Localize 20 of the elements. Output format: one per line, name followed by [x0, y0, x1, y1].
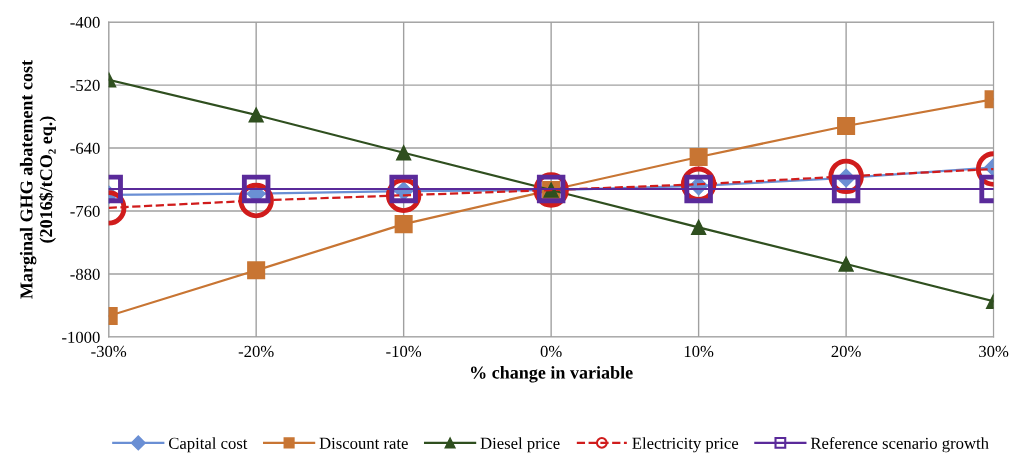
y-tick-label: -400 [70, 16, 100, 29]
legend-label: Capital cost [168, 437, 248, 453]
x-tick-label: 0% [540, 345, 562, 358]
x-tick-label: -10% [386, 345, 422, 358]
y-tick-label: -760 [70, 205, 100, 217]
x-tick-label: -30% [91, 345, 127, 358]
legend-label: Diesel price [480, 437, 560, 453]
y-tick-label: -520 [70, 79, 100, 92]
x-tick-label: 10% [684, 345, 714, 358]
y-tick-label: -1000 [62, 331, 100, 343]
legend-label: Electricity price [632, 437, 739, 453]
x-axis-title: % change in variable [470, 365, 633, 383]
legend-label: Reference scenario growth [810, 437, 989, 453]
legend-label: Discount rate [319, 437, 408, 449]
x-tick-label: 30% [979, 345, 1009, 358]
x-tick-label: -20% [238, 345, 274, 358]
y-axis-title: Marginal GHG abatement cost (2016$/tCO₂ eq.) [19, 60, 56, 299]
y-tick-label: -880 [70, 268, 100, 280]
x-tick-label: 20% [831, 345, 861, 358]
y-tick-label: -640 [70, 142, 100, 154]
